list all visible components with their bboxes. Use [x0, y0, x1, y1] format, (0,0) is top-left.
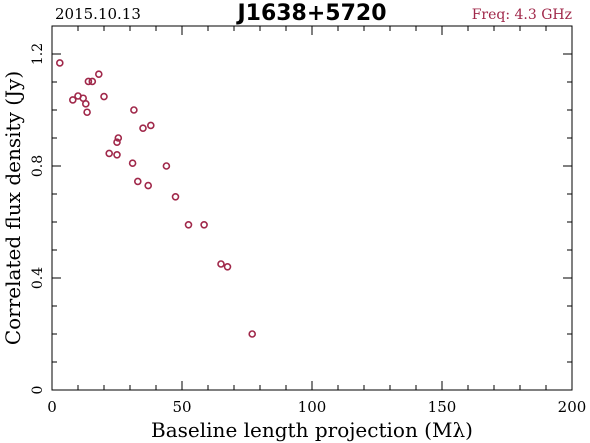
chart-title: J1638+5720 — [235, 1, 386, 26]
data-point — [200, 221, 208, 229]
x-axis-label: Baseline length projection (Mλ) — [151, 418, 473, 442]
data-point — [100, 92, 108, 101]
tick-labels: 0 50 100 150 200 0 0.4 0.8 1.2 — [30, 43, 586, 416]
data-point — [217, 260, 225, 268]
data-point — [130, 106, 138, 114]
data-point — [113, 138, 121, 146]
x-tick-label: 100 — [298, 398, 327, 416]
data-point — [113, 151, 121, 159]
y-tick-label: 0.8 — [30, 155, 46, 177]
data-point — [105, 149, 113, 158]
data-point — [69, 96, 77, 104]
data-point — [88, 77, 97, 86]
y-axis-label: Correlated flux density (Jy) — [1, 71, 25, 345]
date-label: 2015.10.13 — [55, 5, 141, 23]
x-tick-label: 50 — [172, 398, 191, 416]
x-tick-label: 200 — [558, 398, 587, 416]
data-point — [114, 134, 123, 142]
x-tick-label: 150 — [428, 398, 457, 416]
data-point — [82, 100, 90, 108]
data-point — [128, 159, 137, 167]
y-tick-label: 1.2 — [30, 43, 46, 65]
data-point — [144, 181, 152, 190]
y-tick-label: 0 — [30, 386, 46, 395]
data-point — [134, 177, 142, 186]
x-tick-label: 0 — [47, 398, 57, 416]
axis-ticks — [51, 25, 573, 391]
data-point — [248, 330, 256, 338]
data-point — [55, 59, 64, 67]
data-point — [171, 193, 180, 201]
data-point — [223, 262, 232, 271]
data-point — [83, 108, 91, 117]
data-point — [147, 121, 155, 130]
data-points — [55, 59, 256, 338]
frequency-label: Freq: 4.3 GHz — [472, 7, 572, 23]
data-point — [162, 162, 171, 170]
plot-frame — [51, 25, 573, 391]
data-point — [139, 124, 147, 132]
data-point — [184, 221, 193, 229]
data-point — [84, 77, 93, 86]
data-point — [95, 70, 103, 78]
y-tick-label: 0.4 — [30, 267, 46, 289]
